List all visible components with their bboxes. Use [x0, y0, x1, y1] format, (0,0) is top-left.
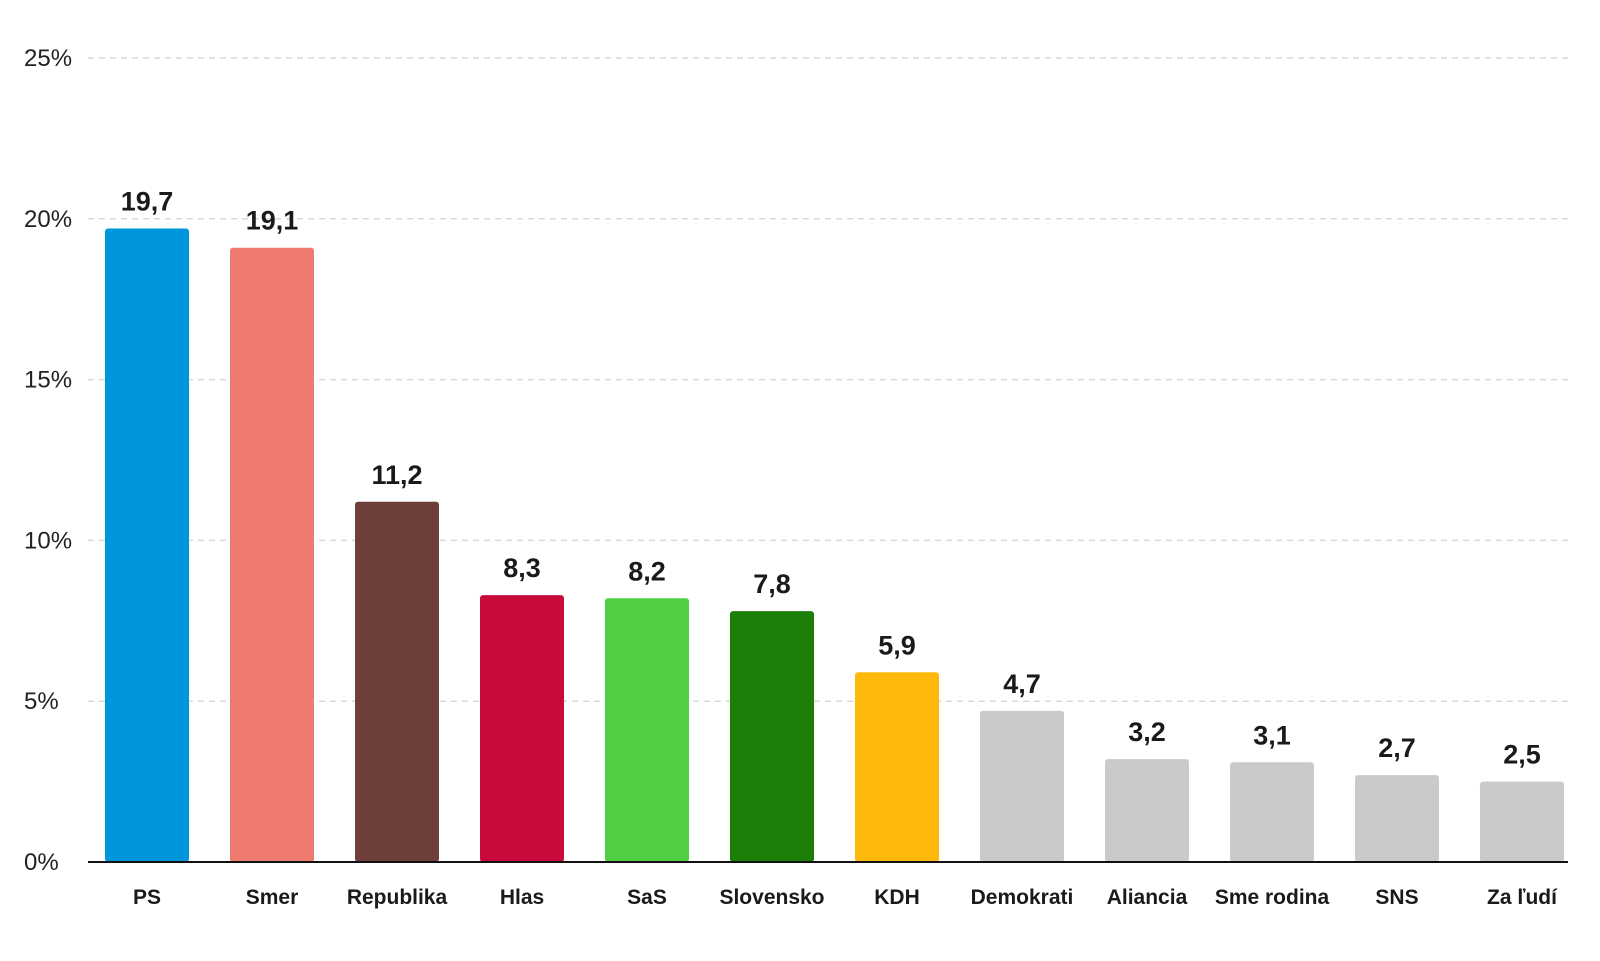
bar: [730, 611, 814, 862]
data-label: 7,8: [753, 569, 791, 599]
x-tick-label: KDH: [874, 886, 920, 909]
data-label: 3,2: [1128, 717, 1166, 747]
x-axis-ticks: PS Smer Republika Hlas SaS Slovensko KDH Demokr…: [133, 886, 1558, 909]
y-tick-label: 20%: [24, 206, 72, 233]
y-axis-ticks: 0% 5% 10% 15% 20% 25%: [24, 45, 72, 876]
data-label: 8,3: [503, 553, 541, 583]
gridlines: [88, 57, 1568, 702]
x-tick-label: Demokrati: [971, 886, 1074, 909]
data-labels: 19,7 19,1 11,2 8,3 8,2 7,8 5,9 4,7 3,2 3,1 2,7 2,5: [121, 186, 1541, 769]
data-label: 2,7: [1378, 733, 1416, 763]
x-tick-label: Za ľudí: [1487, 886, 1558, 909]
bar: [605, 598, 689, 862]
x-tick-label: Slovensko: [719, 886, 824, 909]
y-tick-label: 10%: [24, 527, 72, 554]
bar: [230, 247, 314, 862]
x-tick-label: Smer: [246, 886, 299, 909]
bar: [1105, 759, 1189, 862]
x-tick-label: Hlas: [500, 886, 544, 909]
y-tick-label: 0%: [24, 849, 59, 876]
x-tick-label: SNS: [1375, 886, 1418, 909]
bar: [1230, 762, 1314, 862]
data-label: 3,1: [1253, 720, 1291, 750]
y-tick-label: 5%: [24, 688, 59, 715]
x-tick-label: PS: [133, 886, 161, 909]
bar: [355, 501, 439, 862]
bar: [1355, 775, 1439, 862]
data-label: 5,9: [878, 630, 916, 660]
data-label: 8,2: [628, 556, 666, 586]
x-tick-label: SaS: [627, 886, 667, 909]
data-label: 19,7: [121, 186, 174, 216]
data-label: 11,2: [371, 460, 422, 490]
bar: [980, 710, 1064, 862]
data-label: 2,5: [1503, 740, 1541, 770]
x-tick-label: Republika: [347, 886, 448, 909]
bar: [105, 228, 189, 862]
x-tick-label: Aliancia: [1107, 886, 1188, 909]
data-label: 4,7: [1003, 669, 1041, 699]
bars: [105, 228, 1564, 862]
bar: [855, 672, 939, 862]
bar: [1480, 781, 1564, 862]
data-label: 19,1: [246, 206, 299, 236]
y-tick-label: 15%: [24, 367, 72, 394]
bar: [480, 595, 564, 862]
y-tick-label: 25%: [24, 45, 72, 72]
x-tick-label: Sme rodina: [1215, 886, 1330, 909]
